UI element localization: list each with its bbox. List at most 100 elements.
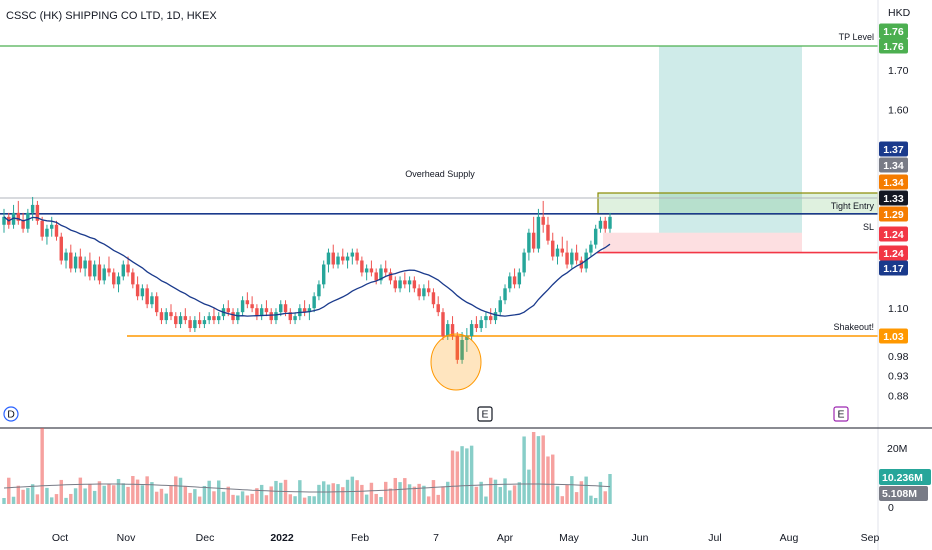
time-tick-label: Jun xyxy=(632,532,649,544)
volume-bar xyxy=(236,495,240,504)
candle xyxy=(35,200,40,225)
volume-bar xyxy=(541,435,545,504)
candle xyxy=(312,292,316,313)
tight-entry-label: Tight Entry xyxy=(831,201,875,211)
price-tick-label: 1.10 xyxy=(888,303,909,315)
time-tick-label: Aug xyxy=(780,532,799,544)
candle xyxy=(317,280,321,301)
volume-bar xyxy=(302,497,307,504)
svg-text:1.76: 1.76 xyxy=(883,26,904,38)
candle xyxy=(293,312,297,325)
volume-bar xyxy=(326,484,331,504)
volume-bar xyxy=(274,480,278,504)
volume-bar xyxy=(217,480,221,504)
volume-bar xyxy=(92,490,97,504)
volume-bar xyxy=(436,494,440,504)
volume-bar xyxy=(255,488,259,504)
svg-text:1.33: 1.33 xyxy=(883,193,904,205)
price-tag: 1.34 xyxy=(879,157,908,173)
time-tick-label: 7 xyxy=(433,532,439,544)
candle xyxy=(135,276,140,301)
volume-bar xyxy=(197,496,202,504)
candle xyxy=(2,208,6,233)
candle xyxy=(69,244,73,273)
candle xyxy=(255,304,259,321)
candle xyxy=(570,248,574,269)
event-marker-d[interactable]: D xyxy=(3,406,19,422)
candle xyxy=(551,232,555,261)
price-tick-label: 0.98 xyxy=(888,351,909,363)
volume-bar xyxy=(293,496,297,504)
volume-bar xyxy=(188,492,192,504)
candle xyxy=(49,216,54,237)
volume-bar xyxy=(54,494,59,504)
volume-bar xyxy=(73,488,78,504)
time-tick-label: Nov xyxy=(117,532,136,544)
candle xyxy=(589,240,593,257)
volume-bar xyxy=(102,485,106,504)
time-axis[interactable]: Oct Nov Dec 2022 Feb 7 Apr May Jun Jul Aug Sep xyxy=(52,532,880,544)
volume-bar xyxy=(245,495,250,504)
volume-bar xyxy=(116,478,121,504)
candle xyxy=(150,292,154,309)
volume-bar xyxy=(269,486,273,504)
candle xyxy=(441,308,445,340)
event-marker-e[interactable]: E xyxy=(833,406,849,422)
candle xyxy=(54,220,59,241)
overhead-supply-label: Overhead Supply xyxy=(405,169,475,179)
svg-text:1.34: 1.34 xyxy=(883,177,904,189)
volume-bar xyxy=(78,477,83,504)
volume-bar xyxy=(555,486,560,504)
candle xyxy=(288,308,293,325)
candle xyxy=(431,288,436,309)
volume-last-tag xyxy=(879,469,931,485)
event-marker-e[interactable]: E xyxy=(477,406,493,422)
volume-bar xyxy=(231,494,235,504)
volume-bar xyxy=(16,485,21,504)
candle xyxy=(555,244,560,265)
volume-bar xyxy=(536,436,541,504)
price-tag: 1.24 xyxy=(879,245,908,261)
volume-bar xyxy=(126,486,130,504)
volume-bar xyxy=(221,491,226,504)
price-axis[interactable]: 1.701.601.501.100.980.930.88 xyxy=(888,65,909,403)
volume-bar xyxy=(407,484,412,504)
price-tag: 1.03 xyxy=(879,328,908,344)
candle xyxy=(474,316,479,333)
candle xyxy=(603,216,607,233)
volume-bar xyxy=(240,491,245,504)
candle xyxy=(469,320,474,340)
candle xyxy=(102,264,106,285)
candle xyxy=(560,236,565,257)
price-tick-label: 1.60 xyxy=(888,105,909,117)
volume-bar xyxy=(107,483,111,504)
candle xyxy=(92,260,97,281)
candle xyxy=(197,312,202,329)
currency-label: HKD xyxy=(888,7,911,19)
volume-bars xyxy=(2,428,612,504)
candle xyxy=(531,216,536,253)
volume-bar xyxy=(159,488,164,504)
volume-bar xyxy=(49,497,54,504)
candle xyxy=(193,316,197,333)
volume-bar xyxy=(393,477,397,504)
price-tag: 1.33 xyxy=(879,190,908,206)
volume-average-line xyxy=(3,483,611,493)
volume-bar xyxy=(488,477,493,504)
volume-bar xyxy=(403,478,407,504)
volume-bar xyxy=(178,477,183,504)
candle xyxy=(479,316,483,333)
volume-tick-zero: 0 xyxy=(888,502,894,514)
volume-bar xyxy=(202,485,207,504)
candle xyxy=(145,284,149,309)
candle xyxy=(412,276,417,293)
volume-bar xyxy=(30,484,35,504)
candle xyxy=(565,240,569,269)
volume-bar xyxy=(546,456,550,504)
candle xyxy=(517,268,522,289)
candle xyxy=(407,276,412,293)
volume-bar xyxy=(312,496,316,504)
price-tags: 1.76 1.76 1.37 1.34 1.34 1.33 1.29 1.24 1.24 1.17… xyxy=(879,23,908,344)
